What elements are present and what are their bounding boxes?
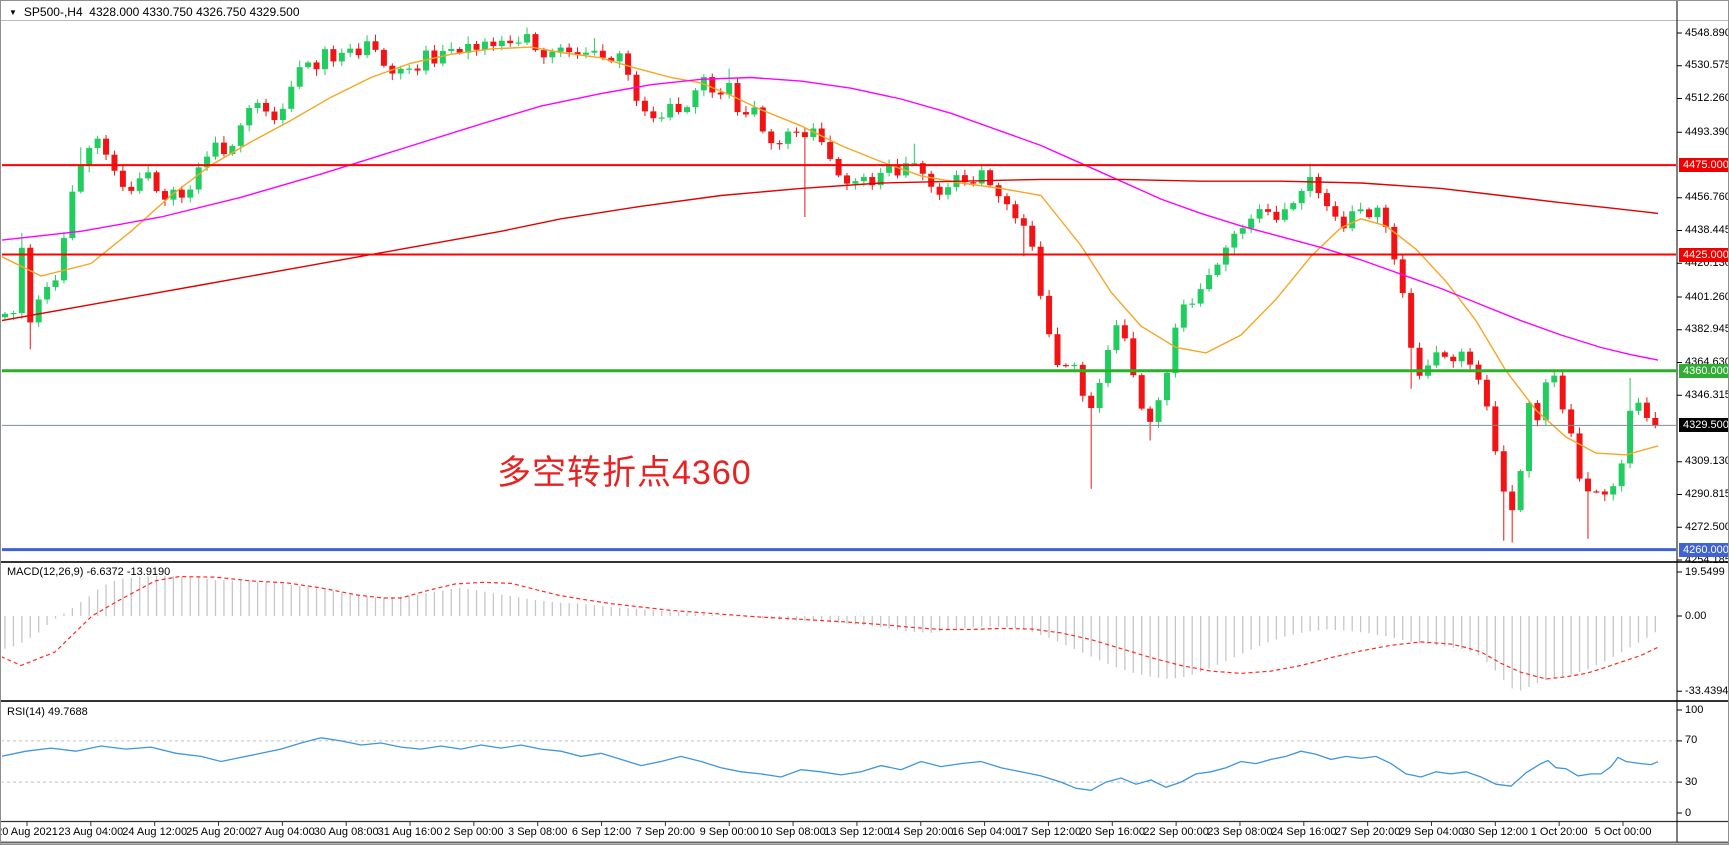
candles-layer — [2, 27, 1659, 543]
time-axis-label: 27 Sep 20:00 — [1334, 826, 1401, 838]
macd-axis-label: 19.5499 — [1685, 565, 1725, 578]
macd-signal-line — [2, 575, 1659, 680]
collapse-icon[interactable]: ▼ — [9, 8, 17, 17]
time-axis-label: 10 Sep 08:00 — [760, 826, 826, 838]
y-axis-label: 4401.260 — [1685, 290, 1729, 303]
rsi-line — [2, 737, 1659, 791]
ma-slow-red — [2, 178, 1659, 322]
time-axis-label: 22 Sep 00:00 — [1143, 826, 1209, 838]
rsi-indicator-label: RSI(14) 49.7688 — [7, 706, 88, 718]
time-axis-label: 14 Sep 20:00 — [888, 826, 954, 838]
text-annotation[interactable]: 多空转折点4360 — [497, 454, 752, 492]
y-axis-label: 4493.390 — [1685, 125, 1729, 138]
time-axis-label: 24 Aug 12:00 — [122, 826, 188, 838]
time-axis-label: 24 Sep 16:00 — [1271, 826, 1337, 838]
time-axis-label: 7 Sep 20:00 — [635, 826, 696, 838]
price-badge-resistance-4425: 4425.000 — [1679, 247, 1728, 262]
y-axis-label: 4290.815 — [1685, 488, 1729, 500]
price-panel — [2, 27, 1676, 552]
symbol-timeframe-label: SP500-,H4 — [23, 5, 83, 19]
time-axis-label: 9 Sep 00:00 — [699, 826, 759, 838]
time-axis-label: 25 Aug 20:00 — [186, 826, 251, 838]
y-axis-label: 4530.575 — [1685, 59, 1729, 72]
rsi-value: 49.7688 — [47, 706, 88, 718]
time-axis-label: 20 Aug 2021 — [0, 826, 58, 838]
rsi-axis-label: 30 — [1685, 775, 1698, 788]
rsi-axis-label: 70 — [1685, 734, 1698, 747]
time-axis-label: 27 Aug 04:00 — [249, 826, 315, 838]
time-axis-label: 30 Sep 12:00 — [1462, 826, 1529, 838]
y-axis-label: 4512.260 — [1685, 92, 1729, 104]
y-axis-label: 4456.760 — [1685, 191, 1729, 204]
macd-value: -6.6372 — [86, 566, 124, 578]
rsi-axis-label: 100 — [1685, 703, 1704, 716]
time-axis-label: 1 Oct 20:00 — [1530, 826, 1588, 838]
price-badge-support-4260: 4260.000 — [1679, 542, 1728, 557]
time-axis-label: 23 Aug 04:00 — [58, 826, 124, 838]
macd-panel — [2, 575, 1659, 691]
price-badge-pivot-4360: 4360.000 — [1679, 363, 1728, 378]
time-axis-label: 13 Sep 12:00 — [824, 826, 890, 838]
time-axis-label: 30 Aug 08:00 — [313, 826, 379, 838]
y-axis-label: 4382.945 — [1685, 323, 1729, 336]
price-badge-resistance-4475: 4475.000 — [1679, 158, 1728, 173]
time-axis-label: 23 Sep 08:00 — [1207, 826, 1273, 838]
y-axis-label: 4272.500 — [1685, 520, 1729, 533]
rsi-panel — [2, 737, 1676, 791]
time-axis-label: 17 Sep 12:00 — [1015, 826, 1082, 838]
macd-name: MACD(12,26,9) — [7, 566, 84, 578]
rsi-name: RSI(14) — [7, 706, 45, 718]
current-price-badge: 4329.500 — [1679, 418, 1728, 433]
rsi-axis-label: 0 — [1685, 806, 1692, 819]
time-axis-label: 5 Oct 00:00 — [1594, 826, 1652, 838]
time-axis-label: 29 Sep 04:00 — [1398, 826, 1465, 838]
time-axis-label: 6 Sep 12:00 — [571, 826, 632, 838]
macd-axis-label: 0.00 — [1685, 609, 1707, 622]
y-axis-label: 4309.130 — [1685, 455, 1729, 468]
y-axis-label: 4548.890 — [1685, 26, 1729, 39]
time-axis-label: 16 Sep 04:00 — [951, 826, 1018, 838]
y-axis-label: 4346.315 — [1685, 388, 1729, 401]
time-axis-label: 20 Sep 16:00 — [1079, 826, 1145, 838]
ohlc-values: 4328.000 4330.750 4326.750 4329.500 — [89, 5, 300, 19]
time-axis-label: 3 Sep 08:00 — [508, 826, 568, 838]
macd-axis-label: -33.4394 — [1685, 684, 1729, 697]
time-axis-label: 2 Sep 00:00 — [444, 826, 504, 838]
y-axis-label: 4438.445 — [1685, 224, 1729, 236]
macd-indicator-label: MACD(12,26,9) -6.6372 -13.9190 — [7, 566, 170, 578]
ma-mid-magenta — [2, 76, 1659, 361]
symbol-header: ▼ SP500-,H4 4328.000 4330.750 4326.750 43… — [9, 5, 300, 19]
macd-signal-value: -13.9190 — [126, 566, 171, 578]
time-axis-label: 31 Aug 16:00 — [377, 826, 443, 838]
